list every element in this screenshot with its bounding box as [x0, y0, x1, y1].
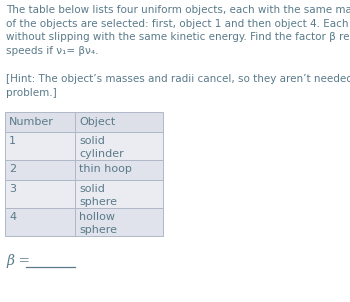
Text: hollow
sphere: hollow sphere — [79, 212, 117, 235]
Text: thin hoop: thin hoop — [79, 164, 132, 174]
Bar — [5, 208, 75, 236]
Text: [Hint: The object’s masses and radii cancel, so they aren’t needed to solve the
: [Hint: The object’s masses and radii can… — [6, 74, 350, 98]
Bar — [75, 160, 163, 180]
Text: 3: 3 — [9, 184, 16, 194]
Text: Number: Number — [9, 117, 54, 127]
Text: 2: 2 — [9, 164, 16, 174]
Bar — [75, 180, 163, 208]
Bar — [75, 112, 163, 132]
Text: 4: 4 — [9, 212, 16, 222]
Text: Object: Object — [79, 117, 115, 127]
Bar — [5, 112, 75, 132]
Bar — [75, 132, 163, 160]
Text: solid
cylinder: solid cylinder — [79, 136, 124, 159]
Text: β =: β = — [6, 254, 30, 268]
Bar — [5, 132, 75, 160]
Bar — [5, 180, 75, 208]
Text: solid
sphere: solid sphere — [79, 184, 117, 207]
Text: The table below lists four uniform objects, each with the same mass and radius. : The table below lists four uniform objec… — [6, 5, 350, 56]
Text: 1: 1 — [9, 136, 16, 146]
Bar — [5, 160, 75, 180]
Bar — [75, 208, 163, 236]
